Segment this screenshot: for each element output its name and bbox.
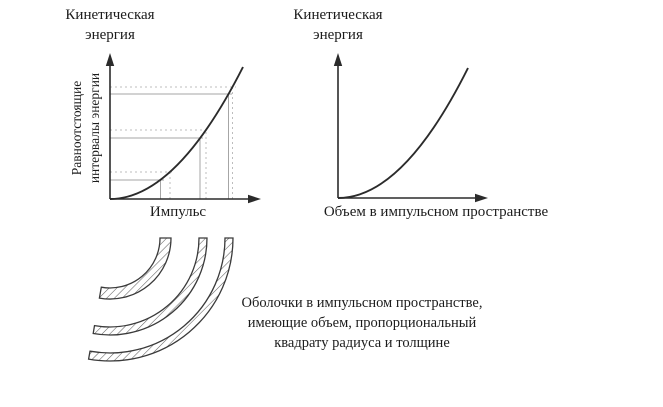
left-y-axis-arrow-icon	[105, 53, 115, 66]
left-chart-title-line2: энергия	[85, 27, 135, 43]
shells-caption-line2: имеющие объем, пропорциональный	[247, 315, 477, 331]
right-energy-curve	[337, 67, 469, 199]
right-chart-title: Кинетическая энергия	[258, 5, 418, 45]
shell-band-middle	[92, 237, 208, 336]
left-y-label-line2: интервалы энергии	[87, 72, 102, 184]
left-chart-plot	[105, 53, 261, 204]
right-chart-x-axis-label: Объем в импульсном пространстве	[323, 204, 549, 220]
right-y-axis-arrow-icon	[333, 53, 343, 66]
left-chart-title-line1: Кинетическая	[65, 7, 155, 23]
left-x-axis-arrow-icon	[248, 194, 261, 204]
shells-caption: Оболочки в импульсном пространстве, имею…	[230, 293, 494, 353]
left-chart-y-axis-label: Равноотстоящие интервалы энергии	[68, 53, 104, 203]
left-chart-x-axis-label: Импульс	[149, 204, 207, 220]
momentum-shells	[87, 237, 234, 362]
right-chart-title-line2: энергия	[313, 27, 363, 43]
right-x-axis-arrow-icon	[475, 193, 488, 203]
left-energy-curve	[109, 66, 244, 200]
shell-band-outer	[87, 237, 234, 362]
left-y-label-line1: Равноотстоящие	[69, 80, 84, 176]
right-chart-plot	[333, 53, 488, 203]
energy-interval-lines	[110, 86, 236, 181]
left-chart-title: Кинетическая энергия	[30, 5, 190, 45]
shells-caption-line3: квадрату радиуса и толщине	[274, 335, 450, 351]
momentum-interval-lines	[160, 87, 233, 199]
shell-band-inner	[98, 237, 172, 300]
shells-caption-line1: Оболочки в импульсном пространстве,	[241, 295, 483, 311]
right-chart-title-line1: Кинетическая	[293, 7, 383, 23]
